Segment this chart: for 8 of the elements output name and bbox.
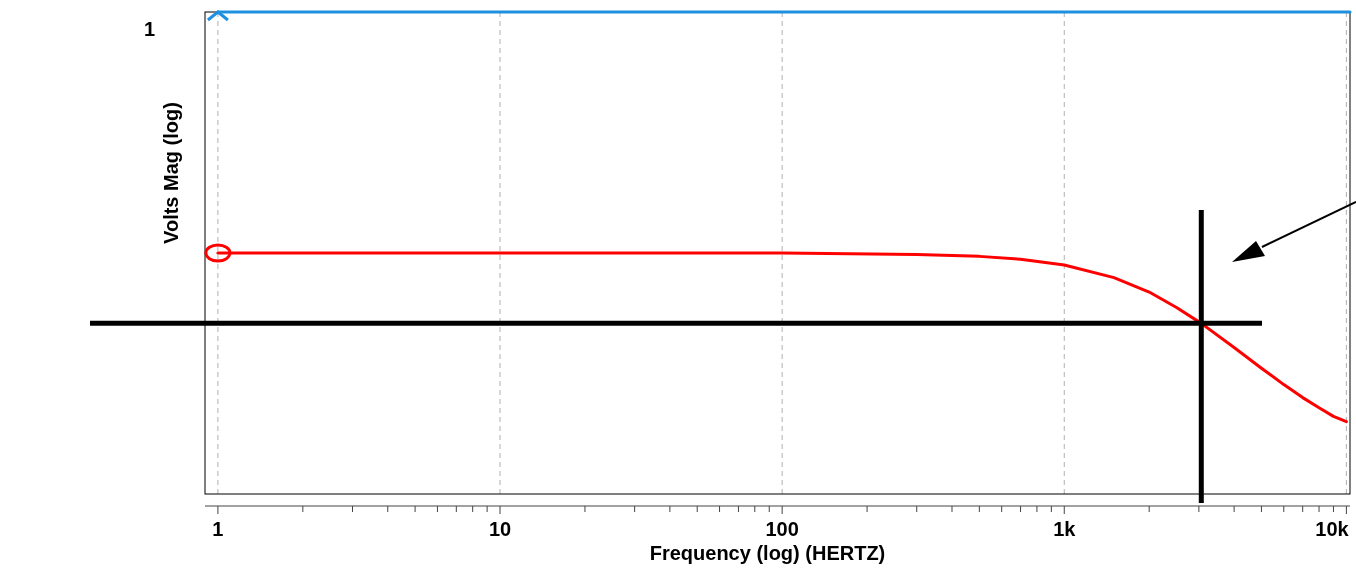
text: 1: [143, 18, 155, 40]
y-axis-title: Volts Mag (log): [160, 102, 182, 244]
x-tick-label: 100: [765, 518, 799, 540]
x-tick-label: 1k: [1053, 518, 1077, 540]
x-tick-label: 1: [212, 518, 224, 540]
x-axis-title: Frequency (log) (HERTZ): [649, 542, 886, 564]
x-tick-label: 10k: [1315, 518, 1350, 540]
x-tick-label: 10: [488, 518, 512, 540]
